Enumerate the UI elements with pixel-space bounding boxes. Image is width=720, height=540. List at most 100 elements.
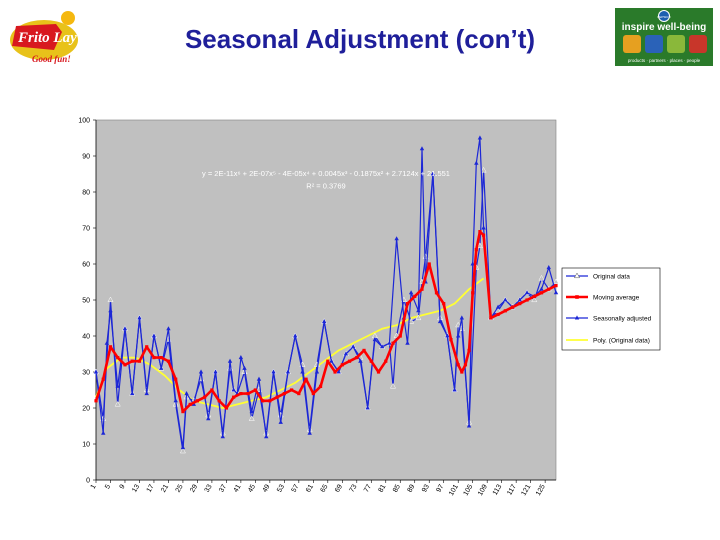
data-point bbox=[151, 333, 157, 338]
data-point bbox=[347, 359, 352, 363]
data-point bbox=[379, 344, 385, 349]
data-point bbox=[152, 356, 156, 360]
inspire-well-being-logo: PEPSICO inspire well-being products · pa… bbox=[615, 8, 713, 66]
x-tick-label: 109 bbox=[477, 483, 489, 497]
data-point bbox=[477, 135, 483, 140]
data-point bbox=[467, 348, 471, 352]
data-point bbox=[481, 233, 486, 237]
data-point bbox=[145, 345, 149, 349]
logo-brand-text: Frito Lay bbox=[17, 30, 77, 46]
plot-area bbox=[95, 119, 557, 481]
x-tick-label: 29 bbox=[189, 483, 199, 493]
data-point bbox=[554, 284, 558, 288]
data-point bbox=[213, 369, 218, 374]
x-tick-label: 49 bbox=[262, 483, 272, 493]
data-point bbox=[459, 315, 465, 320]
data-point bbox=[391, 341, 395, 345]
x-tick-label: 81 bbox=[378, 483, 388, 493]
data-point bbox=[343, 351, 349, 356]
x-tick-label: 53 bbox=[276, 483, 286, 493]
data-point bbox=[503, 309, 507, 313]
data-point bbox=[408, 318, 415, 324]
data-point bbox=[384, 359, 388, 363]
data-point bbox=[430, 171, 436, 176]
r-squared-label: R² = 0.3769 bbox=[306, 181, 345, 190]
y-tick-label: 10 bbox=[82, 442, 90, 449]
data-point bbox=[321, 319, 327, 324]
x-tick-label: 37 bbox=[218, 483, 228, 493]
data-point bbox=[123, 363, 127, 367]
data-point bbox=[434, 291, 439, 295]
data-point bbox=[350, 344, 356, 349]
x-tick-label: 117 bbox=[506, 483, 518, 496]
slide-title: Seasonal Adjustment (con’t) bbox=[184, 24, 536, 54]
legend-label: Seasonally adjusted bbox=[593, 315, 652, 322]
data-point bbox=[93, 369, 99, 374]
data-point bbox=[159, 356, 163, 360]
chart-legend: Original data Moving average Seasonally ad… bbox=[561, 267, 661, 351]
data-point bbox=[115, 383, 120, 388]
y-tick-label: 60 bbox=[82, 262, 90, 269]
data-point bbox=[376, 370, 381, 374]
data-point bbox=[275, 395, 279, 399]
data-point bbox=[217, 399, 221, 403]
data-point bbox=[300, 369, 305, 374]
data-point bbox=[224, 406, 228, 410]
y-tick-label: 20 bbox=[82, 406, 90, 413]
x-tick-label: 113 bbox=[492, 483, 504, 496]
x-tick-label: 125 bbox=[535, 483, 547, 497]
data-point bbox=[188, 402, 192, 406]
data-point bbox=[101, 430, 106, 435]
y-tick-label: 100 bbox=[78, 118, 90, 125]
products-icon bbox=[623, 35, 641, 53]
data-point bbox=[248, 415, 255, 421]
data-point bbox=[166, 359, 171, 363]
data-point bbox=[437, 319, 443, 324]
data-point bbox=[297, 392, 301, 396]
data-point bbox=[539, 291, 544, 295]
data-point bbox=[166, 326, 171, 331]
data-point bbox=[336, 369, 341, 374]
data-point bbox=[416, 308, 421, 313]
data-point bbox=[311, 392, 315, 396]
regression-equation: y = 2E-11x⁶ + 2E-07x⁵ - 4E-05x⁴ + 0.0045… bbox=[202, 169, 450, 178]
series-line bbox=[94, 230, 557, 413]
x-tick-label: 65 bbox=[320, 483, 330, 493]
x-tick-label: 69 bbox=[334, 483, 344, 493]
data-point bbox=[358, 358, 363, 363]
data-point bbox=[524, 290, 530, 295]
data-point bbox=[538, 274, 545, 281]
x-tick-label: 61 bbox=[305, 483, 315, 493]
data-point bbox=[525, 298, 529, 302]
pepsico-text: PEPSICO bbox=[657, 15, 671, 19]
data-point bbox=[264, 434, 269, 439]
data-point bbox=[517, 297, 522, 302]
data-point bbox=[476, 242, 483, 249]
data-point bbox=[256, 376, 262, 381]
data-point bbox=[456, 333, 461, 338]
x-tick-label: 5 bbox=[104, 483, 112, 490]
data-point bbox=[130, 391, 135, 396]
data-point bbox=[495, 307, 502, 313]
data-point bbox=[340, 363, 344, 367]
data-point bbox=[271, 369, 276, 374]
y-tick-label: 40 bbox=[82, 334, 90, 341]
x-tick-label: 25 bbox=[175, 483, 185, 493]
data-point bbox=[518, 302, 522, 306]
data-point bbox=[318, 384, 323, 388]
data-point bbox=[108, 308, 113, 313]
data-point bbox=[471, 291, 475, 295]
x-tick-label: 13 bbox=[131, 483, 141, 493]
data-point bbox=[231, 387, 236, 392]
data-point bbox=[362, 348, 366, 352]
data-point bbox=[478, 230, 482, 234]
data-point bbox=[329, 358, 334, 363]
data-point bbox=[180, 445, 186, 450]
data-point bbox=[174, 377, 178, 381]
data-point bbox=[449, 338, 453, 342]
data-point bbox=[285, 369, 291, 374]
data-point bbox=[481, 225, 486, 230]
data-point bbox=[195, 399, 200, 403]
data-point bbox=[249, 409, 254, 414]
